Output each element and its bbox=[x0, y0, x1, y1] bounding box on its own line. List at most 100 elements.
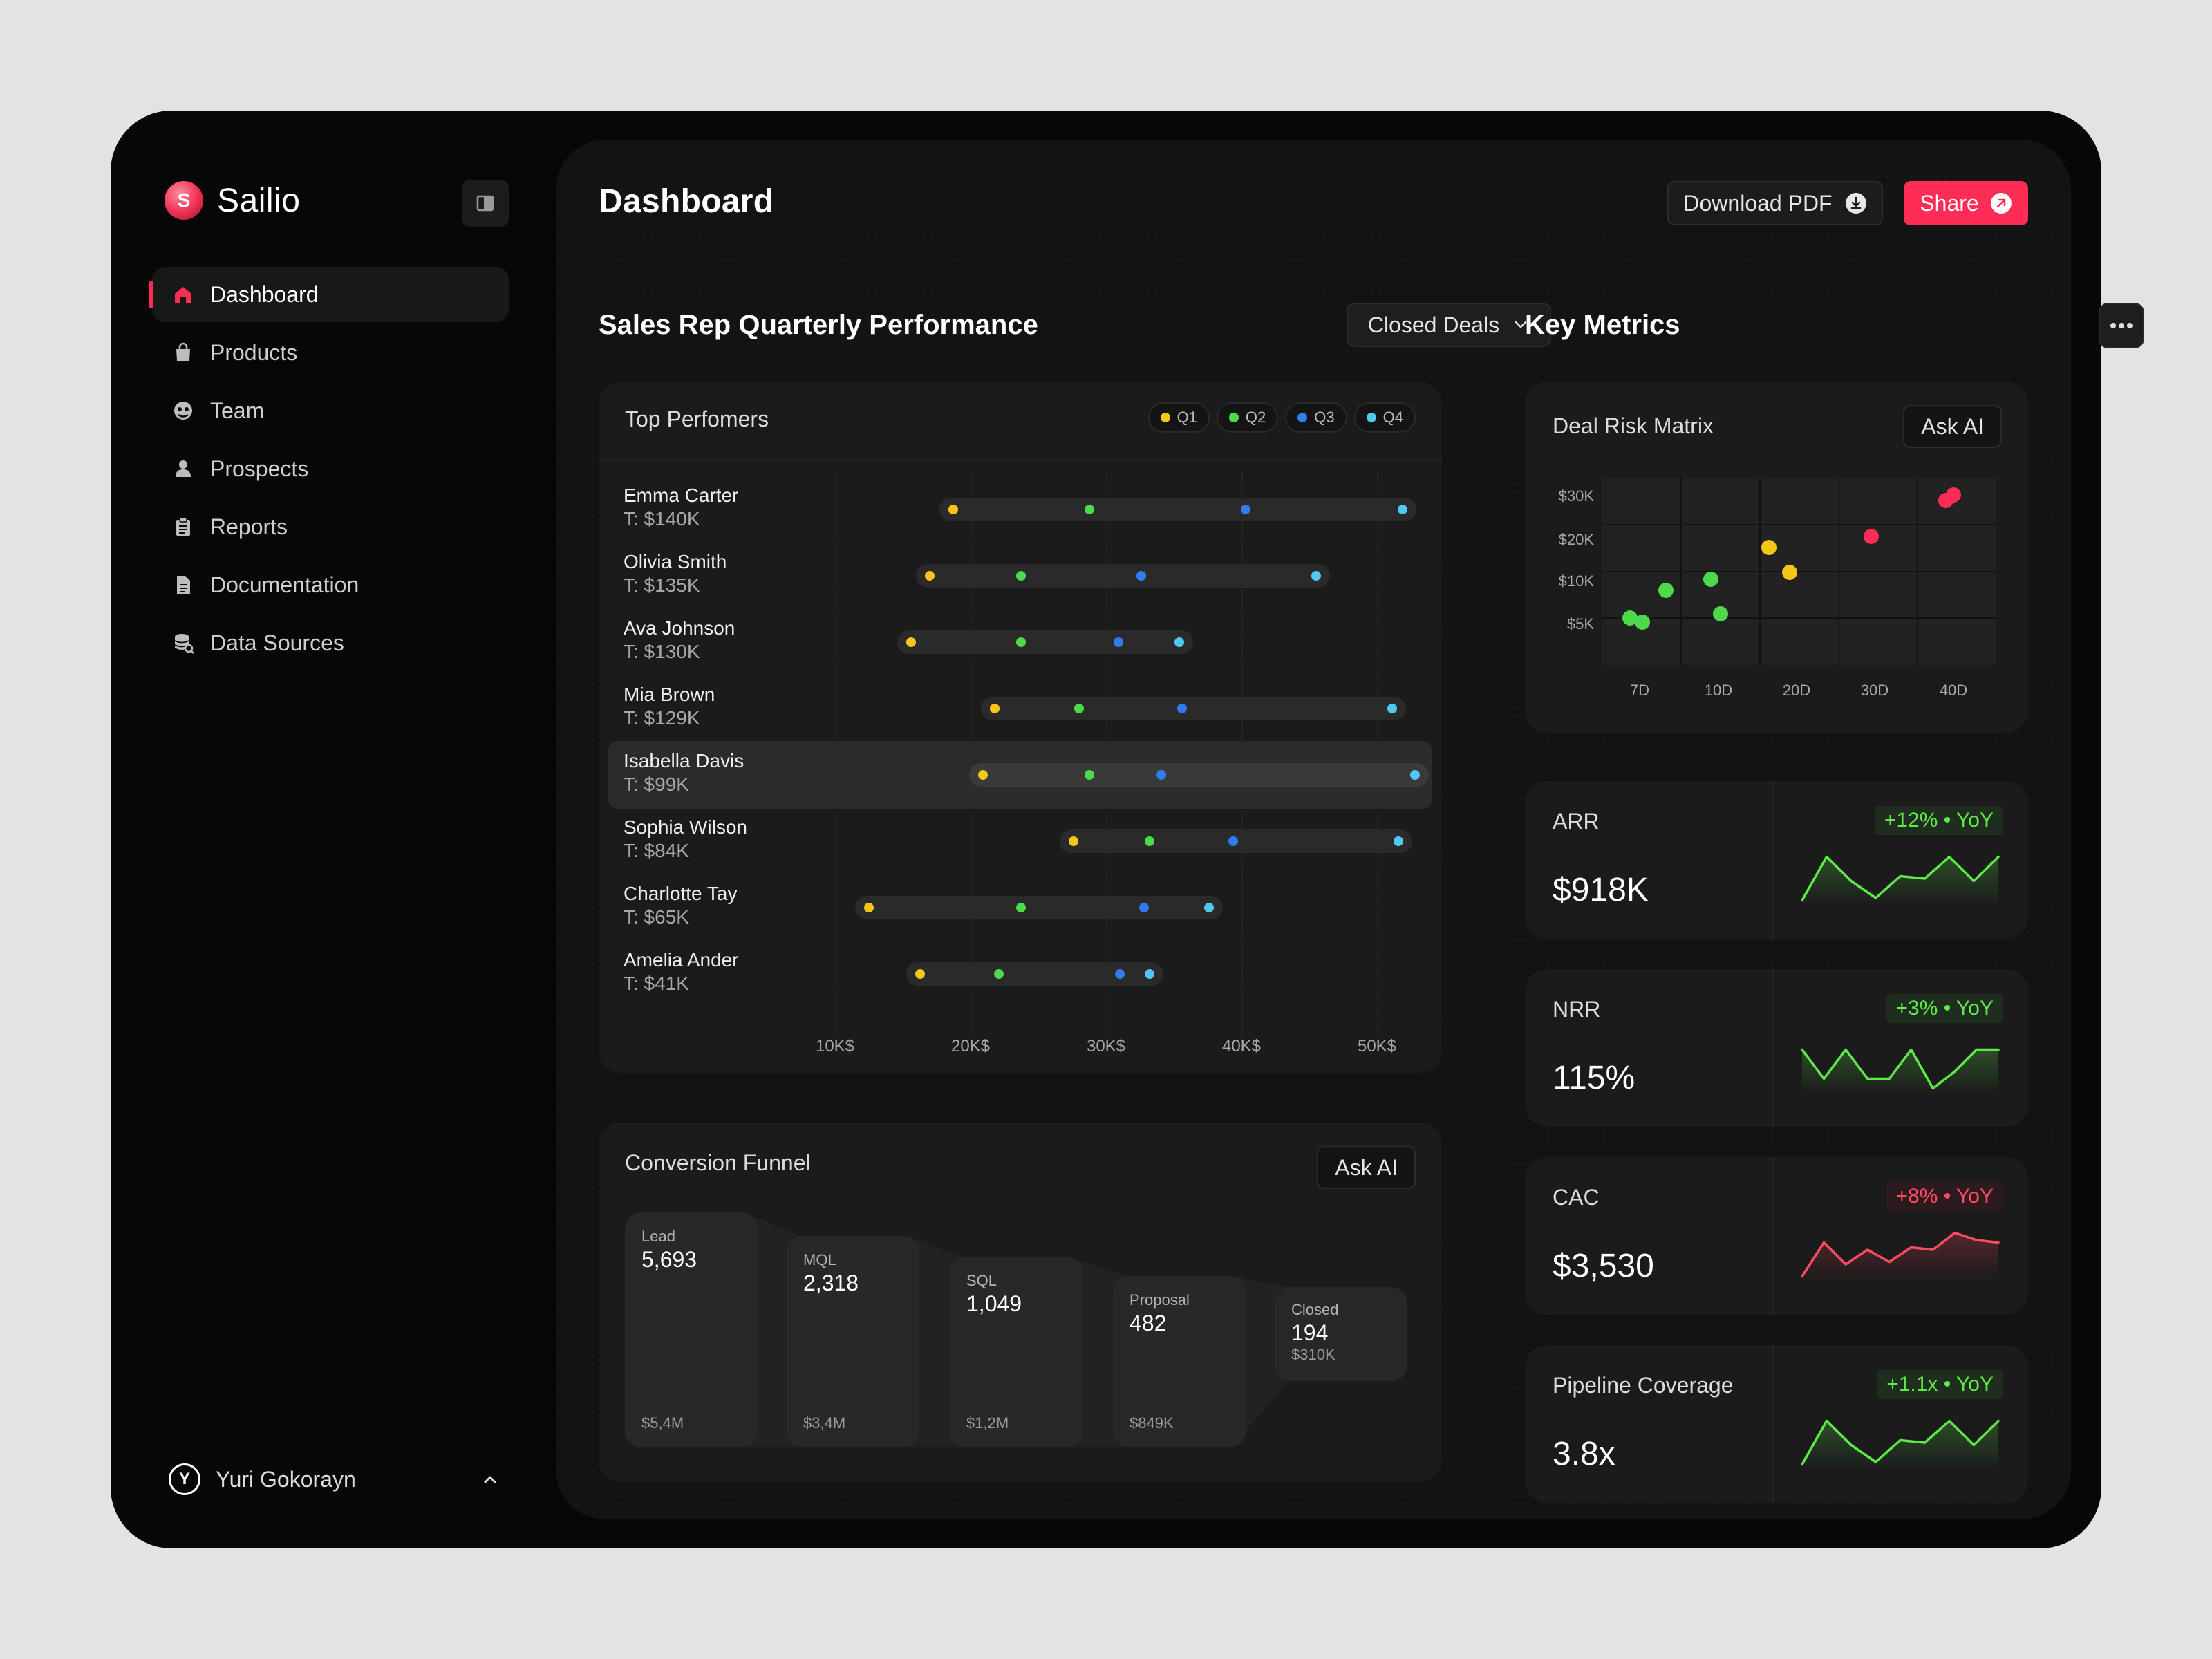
legend-chip-q3[interactable]: Q3 bbox=[1285, 402, 1347, 433]
kpi-card-cac[interactable]: CAC $3,530 +8% • YoY bbox=[1525, 1157, 2028, 1315]
user-menu[interactable]: Y Yuri Gokorayn bbox=[169, 1459, 500, 1500]
rep-range-bar[interactable] bbox=[939, 498, 1417, 521]
sidebar-item-reports[interactable]: Reports bbox=[152, 499, 509, 554]
q3-marker[interactable] bbox=[1228, 836, 1239, 846]
brand[interactable]: S Sailio bbox=[165, 181, 300, 220]
rep-range-bar[interactable] bbox=[855, 896, 1223, 919]
q4-marker[interactable] bbox=[1409, 770, 1420, 780]
rep-label[interactable]: Olivia Smith T: $135K bbox=[624, 550, 727, 597]
sidebar-item-dashboard[interactable]: Dashboard bbox=[149, 267, 509, 322]
rep-range-bar[interactable] bbox=[897, 630, 1193, 654]
q1-marker[interactable] bbox=[977, 770, 988, 780]
legend-chip-q2[interactable]: Q2 bbox=[1216, 402, 1279, 433]
risk-point[interactable] bbox=[1782, 565, 1797, 580]
rep-range-bar[interactable] bbox=[981, 697, 1406, 720]
q2-marker[interactable] bbox=[1015, 571, 1026, 581]
q3-marker[interactable] bbox=[1136, 571, 1146, 581]
download-pdf-button[interactable]: Download PDF bbox=[1667, 181, 1883, 225]
rep-label[interactable]: Amelia Ander T: $41K bbox=[624, 948, 739, 995]
person-icon bbox=[171, 457, 195, 480]
funnel-stage-closed[interactable]: Closed 194 $310K bbox=[1275, 1287, 1407, 1381]
rep-target: T: $99K bbox=[624, 774, 689, 795]
q4-marker[interactable] bbox=[1394, 836, 1404, 846]
q4-marker[interactable] bbox=[1311, 571, 1321, 581]
risk-point[interactable] bbox=[1946, 487, 1961, 503]
deal-risk-matrix-card: Deal Risk Matrix Ask AI $30K $20K $10K $5K 7… bbox=[1525, 382, 2028, 733]
funnel-stage-value: $849K bbox=[1130, 1414, 1174, 1432]
deal-type-dropdown[interactable]: Closed Deals bbox=[1347, 303, 1551, 347]
risk-point[interactable] bbox=[1622, 610, 1638, 626]
q1-marker[interactable] bbox=[925, 571, 935, 581]
risk-point[interactable] bbox=[1713, 606, 1728, 621]
q3-marker[interactable] bbox=[1156, 770, 1167, 780]
funnel-stage-sql[interactable]: SQL 1,049 $1,2M bbox=[950, 1257, 1082, 1447]
funnel-stage-value: $310K bbox=[1291, 1346, 1335, 1363]
rep-label[interactable]: Mia Brown T: $129K bbox=[624, 683, 715, 730]
q2-marker[interactable] bbox=[1015, 903, 1026, 912]
share-button[interactable]: Share bbox=[1904, 181, 2028, 225]
q4-marker[interactable] bbox=[1203, 903, 1214, 912]
risk-point[interactable] bbox=[1703, 572, 1718, 587]
risk-ask-ai-button[interactable]: Ask AI bbox=[1903, 405, 2002, 448]
q2-marker[interactable] bbox=[1144, 836, 1154, 846]
sidebar-item-data-sources[interactable]: Data Sources bbox=[152, 615, 509, 671]
risk-point[interactable] bbox=[1658, 583, 1674, 598]
q2-marker[interactable] bbox=[994, 969, 1004, 979]
kpi-card-pipeline-coverage[interactable]: Pipeline Coverage 3.8x +1.1x • YoY bbox=[1525, 1345, 2028, 1503]
legend-chip-q1[interactable]: Q1 bbox=[1147, 402, 1210, 433]
clipboard-icon bbox=[171, 515, 195, 538]
sidebar-item-prospects[interactable]: Prospects bbox=[152, 441, 509, 496]
kpi-card-arr[interactable]: ARR $918K +12% • YoY bbox=[1525, 781, 2028, 939]
q3-marker[interactable] bbox=[1138, 903, 1149, 912]
q3-marker[interactable] bbox=[1114, 969, 1125, 979]
rep-label[interactable]: Isabella Davis T: $99K bbox=[624, 749, 744, 796]
rep-range-bar[interactable] bbox=[906, 962, 1163, 986]
q1-marker[interactable] bbox=[864, 903, 874, 912]
q1-marker[interactable] bbox=[1068, 836, 1078, 846]
rep-label[interactable]: Charlotte Tay T: $65K bbox=[624, 882, 737, 929]
x-tick-label: 7D bbox=[1629, 682, 1650, 699]
funnel-stage-mql[interactable]: MQL 2,318 $3,4M bbox=[787, 1236, 919, 1447]
risk-point[interactable] bbox=[1761, 540, 1777, 555]
database-icon-glyph bbox=[174, 634, 194, 654]
sidebar-item-team[interactable]: Team bbox=[152, 383, 509, 438]
q2-marker[interactable] bbox=[1085, 770, 1095, 780]
q3-marker[interactable] bbox=[1177, 704, 1187, 713]
q1-marker[interactable] bbox=[915, 969, 926, 979]
q2-marker[interactable] bbox=[1015, 637, 1026, 647]
rep-label[interactable]: Emma Carter T: $140K bbox=[624, 484, 738, 531]
kpi-card-nrr[interactable]: NRR 115% +3% • YoY bbox=[1525, 969, 2028, 1127]
funnel-stage-label: MQL bbox=[803, 1251, 836, 1268]
rep-range-bar[interactable] bbox=[968, 763, 1429, 787]
q1-marker[interactable] bbox=[948, 505, 958, 514]
legend-chip-q4[interactable]: Q4 bbox=[1353, 402, 1416, 433]
risk-point[interactable] bbox=[1635, 615, 1650, 630]
chevron-up-icon[interactable] bbox=[480, 1469, 500, 1490]
kpi-label: CAC bbox=[1553, 1185, 1600, 1210]
q4-marker[interactable] bbox=[1144, 969, 1154, 979]
q3-marker[interactable] bbox=[1240, 505, 1250, 514]
rep-label[interactable]: Sophia Wilson T: $84K bbox=[624, 816, 747, 863]
q4-marker[interactable] bbox=[1398, 505, 1408, 514]
sidebar-item-products[interactable]: Products bbox=[152, 325, 509, 380]
q2-marker[interactable] bbox=[1074, 704, 1084, 713]
funnel-stage-proposal[interactable]: Proposal 482 $849K bbox=[1113, 1276, 1246, 1447]
risk-point[interactable] bbox=[1864, 529, 1879, 544]
funnel-ask-ai-button[interactable]: Ask AI bbox=[1317, 1146, 1416, 1189]
collapse-sidebar-button[interactable] bbox=[462, 180, 509, 227]
team-icon bbox=[171, 399, 195, 422]
rep-range-bar[interactable] bbox=[916, 564, 1330, 588]
brand-logo-icon: S bbox=[165, 181, 203, 220]
funnel-stage-lead[interactable]: Lead 5,693 $5,4M bbox=[625, 1212, 758, 1447]
rep-label[interactable]: Ava Johnson T: $130K bbox=[624, 617, 735, 664]
q4-marker[interactable] bbox=[1387, 704, 1397, 713]
q4-marker[interactable] bbox=[1174, 637, 1184, 647]
document-icon bbox=[171, 573, 195, 597]
q1-marker[interactable] bbox=[990, 704, 1000, 713]
sidebar-item-documentation[interactable]: Documentation bbox=[152, 557, 509, 612]
metrics-more-button[interactable] bbox=[2099, 303, 2144, 348]
q3-marker[interactable] bbox=[1113, 637, 1123, 647]
q2-marker[interactable] bbox=[1085, 505, 1095, 514]
q1-marker[interactable] bbox=[906, 637, 916, 647]
funnel-stage-count: 482 bbox=[1130, 1311, 1167, 1335]
